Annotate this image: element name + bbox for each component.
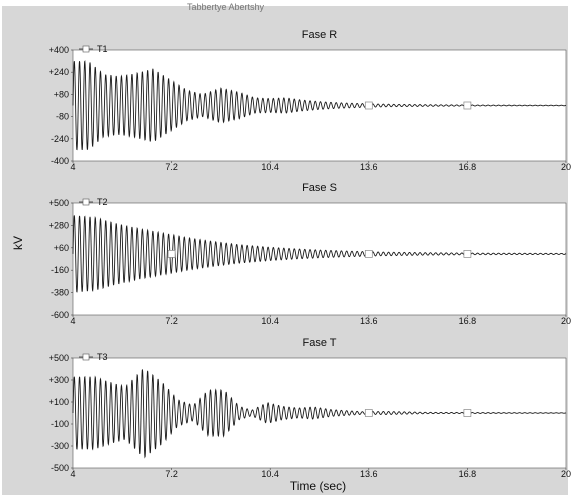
y-tick-label: +300 [49, 375, 69, 385]
plot-area [72, 202, 567, 316]
y-tick-label: +240 [49, 67, 69, 77]
series-marker [364, 250, 373, 258]
x-tick-label: 10.4 [261, 469, 279, 479]
series-marker [463, 409, 472, 417]
y-tick-label: -100 [51, 419, 69, 429]
x-tick-label: 4 [70, 162, 75, 172]
x-tick-label: 7.2 [165, 469, 178, 479]
x-tick-label: 16.8 [459, 316, 477, 326]
legend-label: T3 [97, 352, 108, 362]
y-tick-label: -300 [51, 441, 69, 451]
series-marker [364, 409, 373, 417]
y-tick-label: +280 [49, 220, 69, 230]
series-line-T3 [72, 369, 567, 459]
y-tick-label: -240 [51, 134, 69, 144]
y-tick-label: -600 [51, 310, 69, 320]
series-marker [463, 101, 472, 110]
x-tick-label: 4 [70, 316, 75, 326]
x-tick-label: 13.6 [360, 469, 378, 479]
y-tick-label: +60 [54, 243, 69, 253]
legend-marker [82, 353, 90, 361]
x-tick-label: 20 [561, 316, 571, 326]
y-tick-label: -380 [51, 288, 69, 298]
series-marker [167, 250, 176, 258]
legend-marker [82, 198, 90, 206]
y-tick-label: +500 [49, 198, 69, 208]
series-line-T1 [72, 60, 567, 151]
x-tick-label: 20 [561, 162, 571, 172]
y-tick-label: +80 [54, 89, 69, 99]
x-tick-label: 20 [561, 469, 571, 479]
y-tick-label: -500 [51, 463, 69, 473]
y-tick-label: -80 [56, 112, 69, 122]
x-tick-label: 4 [70, 469, 75, 479]
legend-label: T1 [97, 44, 108, 54]
shared-y-axis-label: kV [11, 235, 25, 251]
x-tick-label: 7.2 [165, 316, 178, 326]
x-tick-label: 10.4 [261, 162, 279, 172]
y-tick-label: -160 [51, 265, 69, 275]
series-line-T2 [72, 215, 567, 293]
x-tick-label: 7.2 [165, 162, 178, 172]
x-tick-label: 16.8 [459, 162, 477, 172]
x-tick-label: 13.6 [360, 162, 378, 172]
shared-x-axis-label: Time (sec) [289, 479, 347, 493]
legend-label: T2 [97, 197, 108, 207]
series-marker [463, 250, 472, 258]
panel-title: Fase T [302, 337, 336, 349]
legend-marker [82, 45, 90, 53]
series-marker [364, 101, 373, 110]
y-tick-label: -400 [51, 156, 69, 166]
y-tick-label: +500 [49, 353, 69, 363]
x-tick-label: 13.6 [360, 316, 378, 326]
panel-title: Fase S [302, 182, 337, 194]
y-tick-label: +400 [49, 45, 69, 55]
x-tick-label: 16.8 [459, 469, 477, 479]
y-tick-label: +100 [49, 397, 69, 407]
panel-title: Fase R [302, 29, 338, 41]
window-header-text: Tabbertye Abertshy [187, 2, 265, 12]
x-tick-label: 10.4 [261, 316, 279, 326]
